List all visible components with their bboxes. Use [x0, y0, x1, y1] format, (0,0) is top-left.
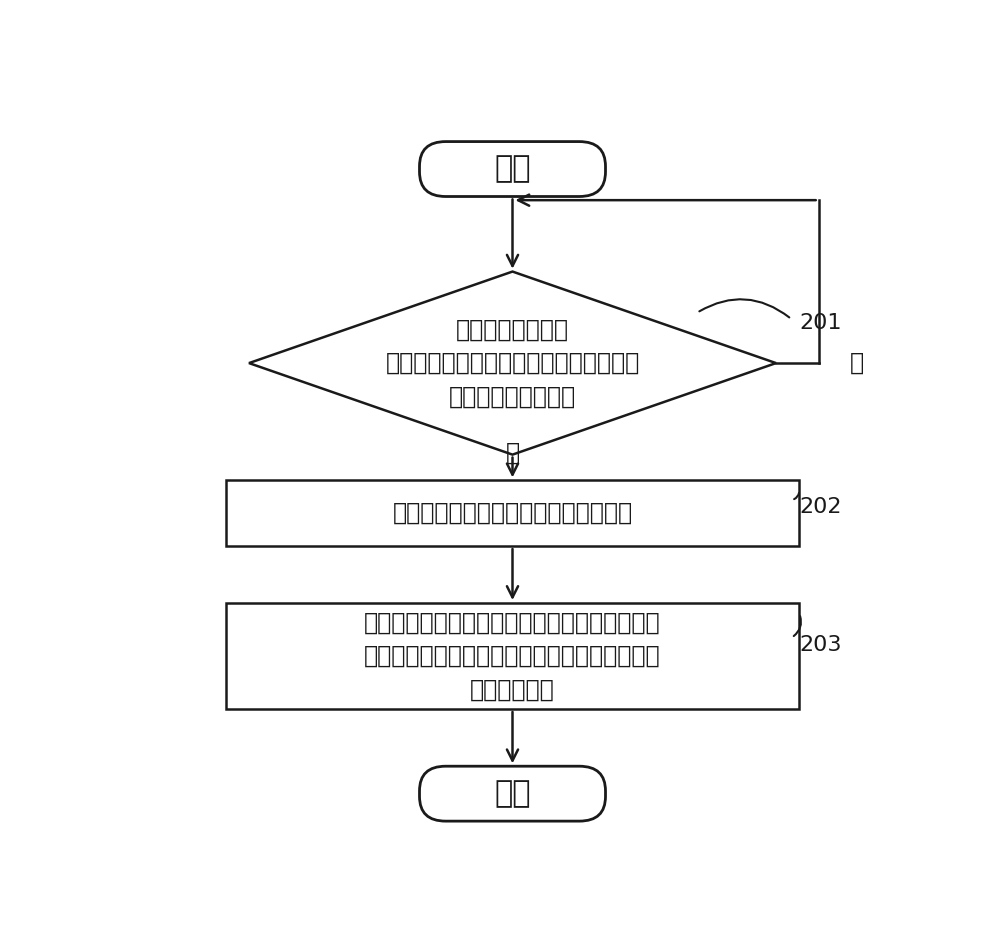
Text: 201: 201	[799, 313, 842, 333]
Text: 计算分布式发电系统需要调整的功率値: 计算分布式发电系统需要调整的功率値	[392, 501, 633, 525]
Text: 将分布式发电系统需要调整的功率値按预设分配
规则分配到各个发电源，由所述各个发电源相互
协调共同完成: 将分布式发电系统需要调整的功率値按预设分配 规则分配到各个发电源，由所述各个发电…	[364, 611, 661, 702]
Text: 结束: 结束	[494, 779, 531, 808]
Text: 根据电网参数的变
化，判断分布式发电系统的电网运行稳定
性是否低于预设标准: 根据电网参数的变 化，判断分布式发电系统的电网运行稳定 性是否低于预设标准	[385, 318, 640, 409]
Text: 否: 否	[850, 351, 864, 375]
Text: 开始: 开始	[494, 155, 531, 184]
Bar	[226, 480, 799, 546]
Text: 是: 是	[505, 440, 520, 464]
Polygon shape	[249, 272, 776, 455]
FancyBboxPatch shape	[420, 767, 606, 821]
Text: 203: 203	[799, 635, 842, 655]
FancyBboxPatch shape	[420, 142, 606, 197]
Bar	[226, 603, 799, 709]
Text: 202: 202	[799, 497, 842, 517]
